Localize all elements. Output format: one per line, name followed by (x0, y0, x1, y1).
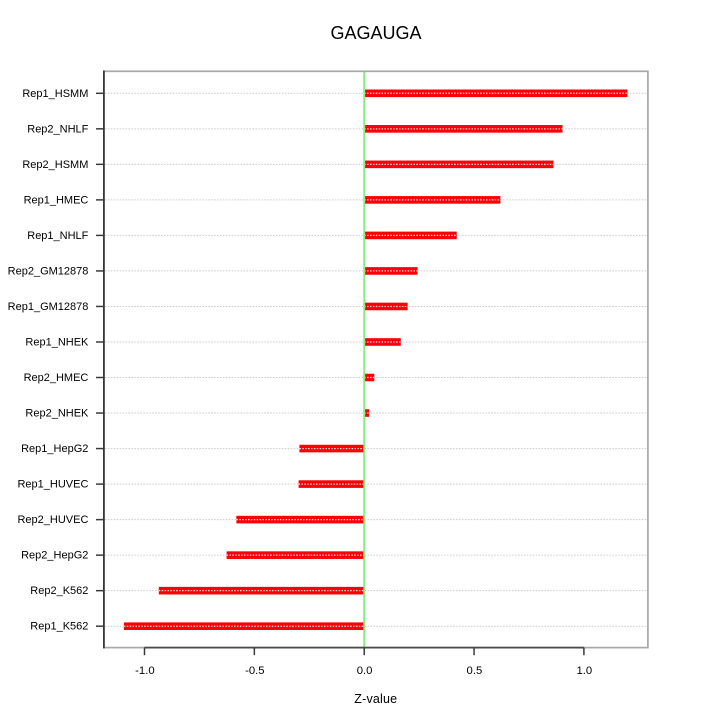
svg-text:Rep2_K562: Rep2_K562 (30, 585, 88, 597)
svg-text:Rep1_GM12878: Rep1_GM12878 (8, 301, 89, 313)
svg-text:Z-value: Z-value (354, 692, 397, 706)
svg-text:Rep1_HepG2: Rep1_HepG2 (21, 443, 88, 455)
svg-text:Rep2_NHEK: Rep2_NHEK (25, 408, 89, 420)
svg-text:Rep2_GM12878: Rep2_GM12878 (8, 265, 89, 277)
svg-text:Rep1_HSMM: Rep1_HSMM (22, 88, 88, 100)
svg-text:1.0: 1.0 (576, 665, 592, 677)
svg-text:Rep1_HUVEC: Rep1_HUVEC (17, 479, 88, 491)
svg-text:Rep2_HUVEC: Rep2_HUVEC (17, 514, 88, 526)
svg-text:-1.0: -1.0 (135, 665, 154, 677)
svg-text:Rep1_NHEK: Rep1_NHEK (25, 337, 89, 349)
svg-text:Rep2_HepG2: Rep2_HepG2 (21, 550, 88, 562)
svg-text:Rep2_HSMM: Rep2_HSMM (22, 159, 88, 171)
svg-text:Rep2_HMEC: Rep2_HMEC (24, 372, 89, 384)
svg-text:0.5: 0.5 (467, 665, 483, 677)
svg-text:Rep1_HMEC: Rep1_HMEC (24, 194, 89, 206)
svg-text:-0.5: -0.5 (245, 665, 264, 677)
svg-text:GAGAUGA: GAGAUGA (330, 23, 421, 43)
svg-text:Rep1_K562: Rep1_K562 (30, 621, 88, 633)
svg-text:Rep2_NHLF: Rep2_NHLF (27, 123, 88, 135)
svg-text:Rep1_NHLF: Rep1_NHLF (27, 230, 88, 242)
svg-text:0.0: 0.0 (357, 665, 373, 677)
